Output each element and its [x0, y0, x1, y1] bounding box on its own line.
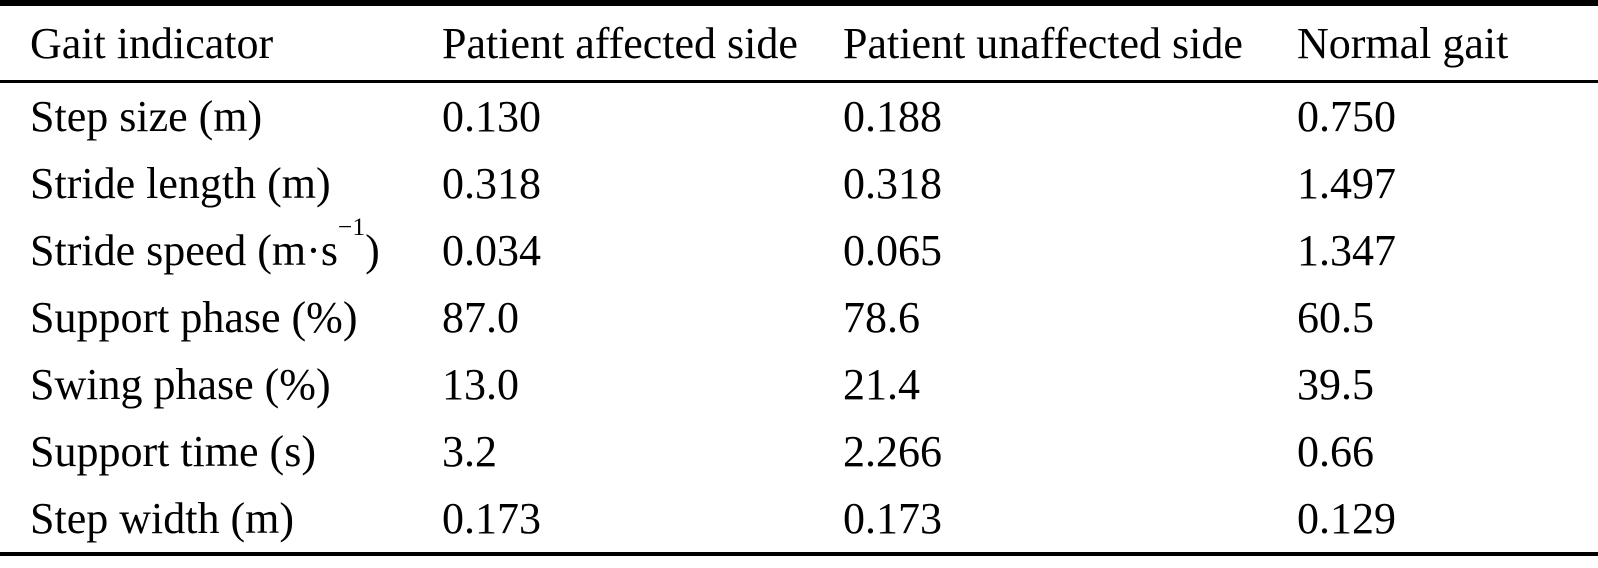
- table-cell: 0.318: [843, 159, 942, 208]
- unit-superscript: −1: [337, 212, 366, 242]
- column-header-normal-gait: Normal gait: [1297, 3, 1598, 83]
- row-label: Support phase (%): [30, 293, 358, 342]
- table-cell: 13.0: [442, 360, 519, 409]
- table-cell: 0.065: [843, 226, 942, 275]
- row-label: Step width (m): [30, 494, 294, 543]
- table-row: Stride speed (m·s−1) 0.034 0.065 1.347: [0, 212, 1598, 284]
- table-cell: 78.6: [843, 293, 920, 342]
- row-label: Step size (m): [30, 92, 263, 141]
- table-cell: 0.173: [442, 494, 541, 543]
- table-cell: 0.173: [843, 494, 942, 543]
- column-header-patient-unaffected-side: Patient unaffected side: [843, 3, 1297, 83]
- table-row: Support phase (%) 87.0 78.6 60.5: [0, 284, 1598, 351]
- table-row: Step width (m) 0.173 0.173 0.129: [0, 485, 1598, 554]
- table-cell: 0.188: [843, 92, 942, 141]
- row-label: Stride length (m): [30, 159, 331, 208]
- column-header-gait-indicator: Gait indicator: [0, 3, 442, 83]
- table-cell: 0.034: [442, 226, 541, 275]
- column-header-patient-affected-side: Patient affected side: [442, 3, 843, 83]
- table-cell: 2.266: [843, 427, 942, 476]
- table-row: Step size (m) 0.130 0.188 0.750: [0, 82, 1598, 151]
- table-cell: 0.318: [442, 159, 541, 208]
- table-cell: 21.4: [843, 360, 920, 409]
- table-cell: 87.0: [442, 293, 519, 342]
- table-row: Support time (s) 3.2 2.266 0.66: [0, 418, 1598, 485]
- table-row: Stride length (m) 0.318 0.318 1.497: [0, 150, 1598, 217]
- header-row: Gait indicator Patient affected side Pat…: [0, 3, 1598, 83]
- table-cell: 0.750: [1297, 92, 1396, 141]
- table-row: Swing phase (%) 13.0 21.4 39.5: [0, 351, 1598, 418]
- table-cell: 1.497: [1297, 159, 1396, 208]
- table-cell: 39.5: [1297, 360, 1374, 409]
- table-cell: 0.130: [442, 92, 541, 141]
- row-label: Swing phase (%): [30, 360, 331, 409]
- table-cell: 1.347: [1297, 226, 1396, 275]
- row-label: Stride speed (m·s−1): [30, 212, 380, 275]
- table-cell: 60.5: [1297, 293, 1374, 342]
- table-cell: 3.2: [442, 427, 497, 476]
- gait-indicators-table: Gait indicator Patient affected side Pat…: [0, 0, 1598, 556]
- row-label: Support time (s): [30, 427, 316, 476]
- table-cell: 0.66: [1297, 427, 1374, 476]
- table-cell: 0.129: [1297, 494, 1396, 543]
- table-body: Step size (m) 0.130 0.188 0.750 Stride lengt…: [0, 82, 1598, 555]
